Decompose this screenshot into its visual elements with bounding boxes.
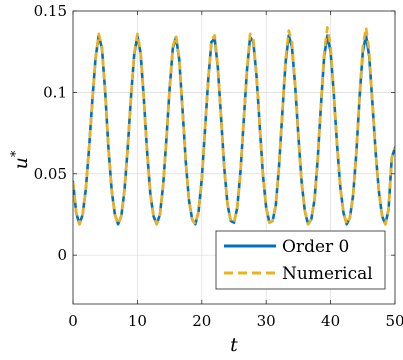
- legend-box: [215, 230, 386, 290]
- series-layer: [73, 25, 395, 226]
- ticks: [72, 10, 396, 304]
- series-line-numerical: [73, 25, 395, 226]
- y-tick-label: 0.1: [43, 83, 67, 101]
- legend: Order 0 Numerical: [215, 230, 386, 290]
- tick-labels: 0 10 20 30 40 50 0 0.05 0.1 0.15: [34, 2, 403, 330]
- x-tick-label: 40: [321, 312, 340, 330]
- y-tick-label: 0.05: [34, 165, 67, 183]
- legend-label-order-0: Order 0: [282, 237, 349, 257]
- x-tick-label: 30: [257, 312, 276, 330]
- y-tick-label: 0: [57, 246, 67, 264]
- x-axis-label: t: [230, 334, 238, 356]
- y-axis-label-superscript: *: [9, 150, 24, 157]
- y-tick-label: 0.15: [34, 2, 67, 20]
- x-tick-label: 50: [385, 312, 403, 330]
- x-tick-label: 0: [68, 312, 78, 330]
- y-axis-label: u*: [9, 150, 32, 169]
- plot-frame: [72, 10, 396, 305]
- y-axis-label-main: u: [10, 157, 32, 169]
- legend-label-numerical: Numerical: [282, 264, 373, 284]
- x-tick-label: 10: [128, 312, 147, 330]
- x-tick-label: 20: [192, 312, 211, 330]
